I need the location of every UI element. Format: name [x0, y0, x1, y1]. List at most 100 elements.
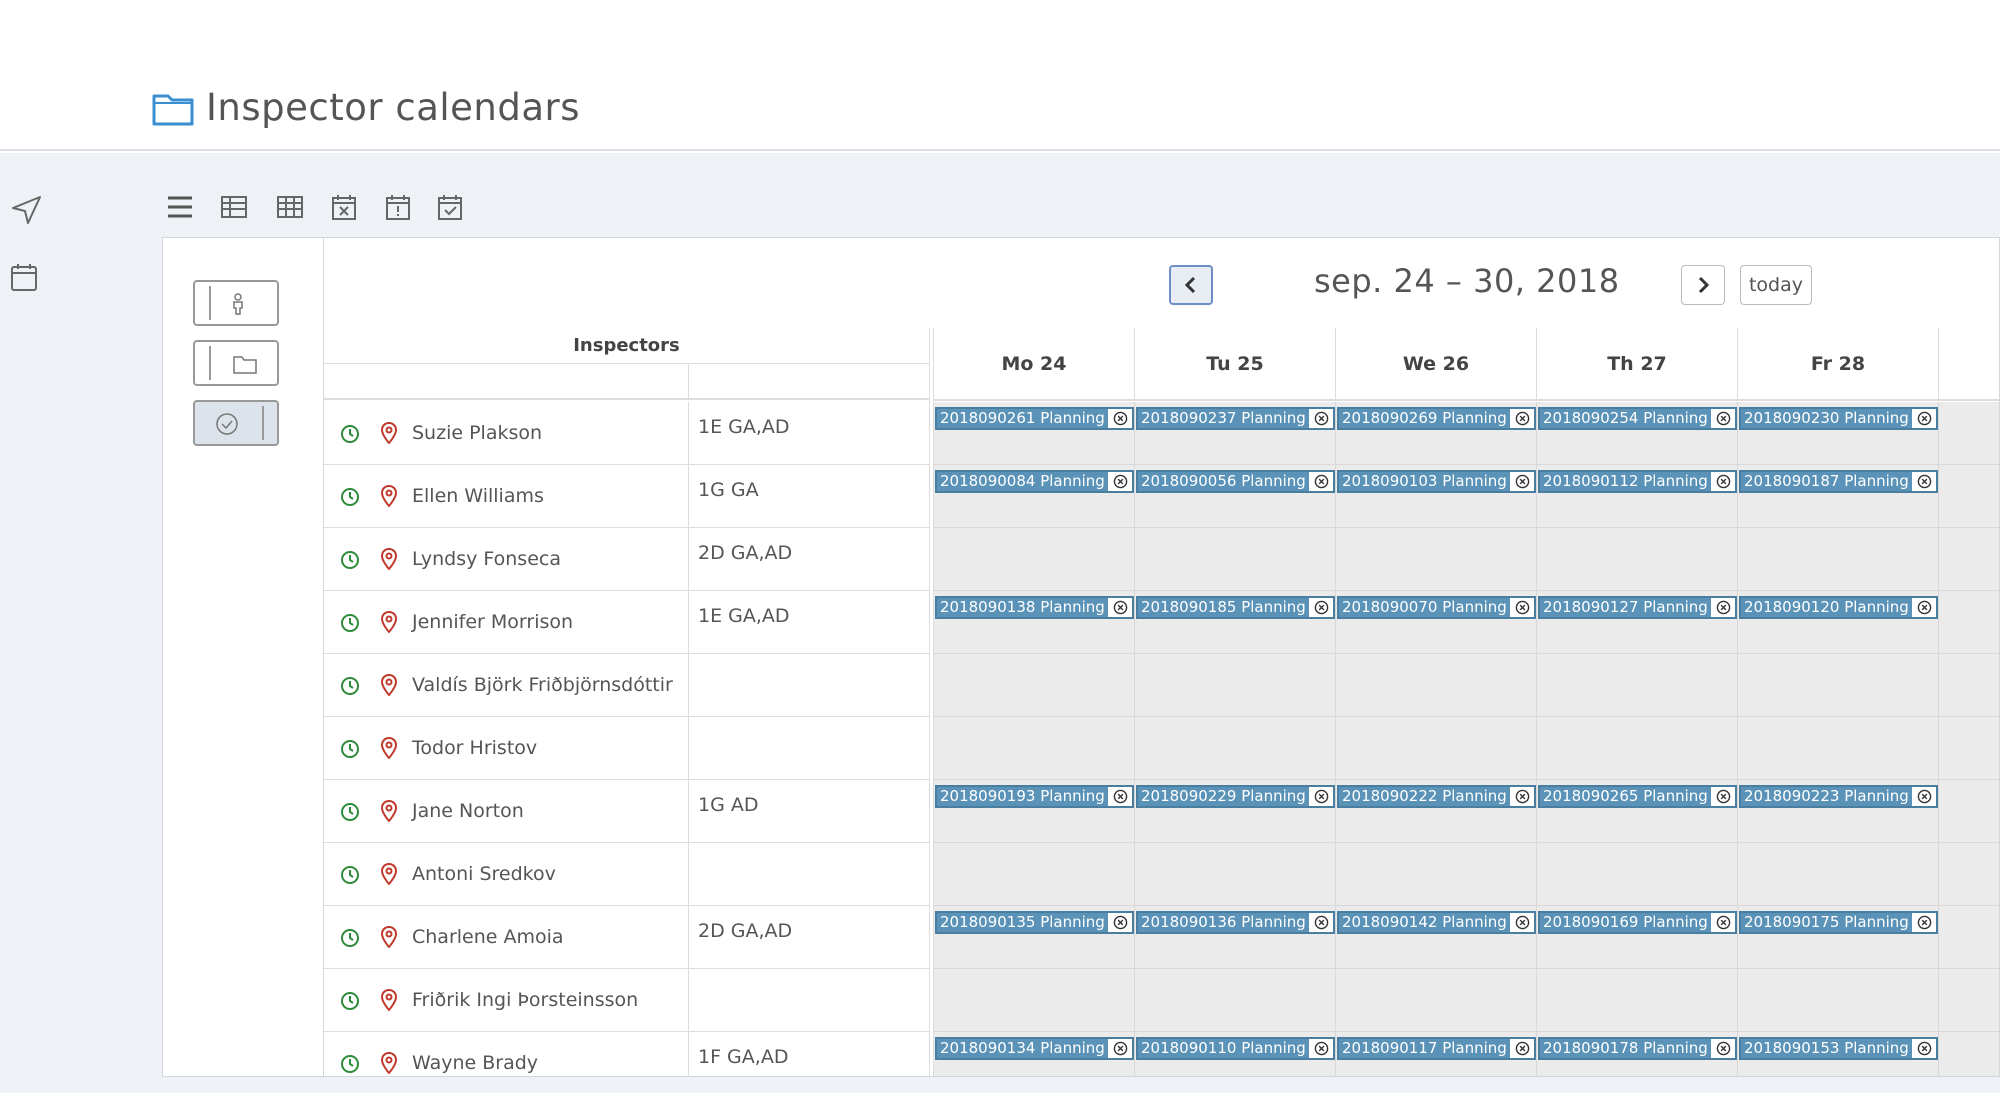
close-circle-icon[interactable] — [1309, 1039, 1333, 1058]
event-chip[interactable]: 2018090127 Planning — [1538, 596, 1737, 619]
day-cell[interactable] — [1738, 843, 1939, 906]
check-filter-toggle[interactable] — [193, 400, 279, 446]
event-chip[interactable]: 2018090153 Planning — [1739, 1037, 1938, 1060]
inspector-row[interactable]: Todor Hristov — [324, 717, 929, 780]
close-circle-icon[interactable] — [1510, 598, 1534, 617]
event-chip[interactable]: 2018090187 Planning — [1739, 470, 1938, 493]
close-circle-icon[interactable] — [1108, 472, 1132, 491]
close-circle-icon[interactable] — [1912, 913, 1936, 932]
column-splitter[interactable] — [929, 328, 934, 1076]
event-chip[interactable]: 2018090237 Planning — [1136, 407, 1335, 430]
event-chip[interactable]: 2018090110 Planning — [1136, 1037, 1335, 1060]
close-circle-icon[interactable] — [1711, 472, 1735, 491]
pin-icon[interactable] — [380, 484, 398, 508]
pin-icon[interactable] — [380, 547, 398, 571]
event-chip[interactable]: 2018090103 Planning — [1337, 470, 1536, 493]
close-circle-icon[interactable] — [1711, 787, 1735, 806]
event-chip[interactable]: 2018090134 Planning — [935, 1037, 1134, 1060]
day-cell[interactable] — [1336, 717, 1537, 780]
inspector-row[interactable]: Friðrik Ingi Þorsteinsson — [324, 969, 929, 1032]
pin-icon[interactable] — [380, 673, 398, 697]
day-cell[interactable] — [934, 528, 1135, 591]
day-cell[interactable] — [1537, 654, 1738, 717]
inspector-row[interactable]: Antoni Sredkov — [324, 843, 929, 906]
clock-icon[interactable] — [340, 739, 360, 759]
inspector-row[interactable]: Suzie Plakson 1E GA,AD — [324, 402, 929, 465]
day-cell[interactable] — [1336, 969, 1537, 1032]
close-circle-icon[interactable] — [1510, 472, 1534, 491]
clock-icon[interactable] — [340, 487, 360, 507]
day-cell[interactable] — [1336, 528, 1537, 591]
close-circle-icon[interactable] — [1108, 598, 1132, 617]
clock-icon[interactable] — [340, 424, 360, 444]
event-chip[interactable]: 2018090178 Planning — [1538, 1037, 1737, 1060]
folder-filter-toggle[interactable] — [193, 340, 279, 386]
inspector-filter-toggle[interactable] — [193, 280, 279, 326]
menu-icon[interactable] — [164, 190, 196, 224]
event-chip[interactable]: 2018090175 Planning — [1739, 911, 1938, 934]
event-chip[interactable]: 2018090169 Planning — [1538, 911, 1737, 934]
pin-icon[interactable] — [380, 988, 398, 1012]
close-circle-icon[interactable] — [1912, 598, 1936, 617]
day-cell[interactable] — [934, 717, 1135, 780]
inspector-row[interactable]: Jennifer Morrison 1E GA,AD — [324, 591, 929, 654]
calendar-x-icon[interactable] — [328, 190, 360, 224]
event-chip[interactable]: 2018090223 Planning — [1739, 785, 1938, 808]
close-circle-icon[interactable] — [1309, 787, 1333, 806]
clock-icon[interactable] — [340, 928, 360, 948]
calendar-icon[interactable] — [10, 262, 38, 292]
calendar-alert-icon[interactable] — [382, 190, 414, 224]
day-cell[interactable] — [1135, 654, 1336, 717]
day-cell[interactable] — [1738, 969, 1939, 1032]
day-cell[interactable] — [1738, 654, 1939, 717]
pin-icon[interactable] — [380, 736, 398, 760]
day-cell[interactable] — [1135, 969, 1336, 1032]
day-cell[interactable] — [1537, 969, 1738, 1032]
event-chip[interactable]: 2018090070 Planning — [1337, 596, 1536, 619]
event-chip[interactable]: 2018090261 Planning — [935, 407, 1134, 430]
close-circle-icon[interactable] — [1309, 472, 1333, 491]
day-cell[interactable] — [1336, 654, 1537, 717]
close-circle-icon[interactable] — [1912, 409, 1936, 428]
close-circle-icon[interactable] — [1309, 409, 1333, 428]
close-circle-icon[interactable] — [1711, 409, 1735, 428]
inspector-row[interactable]: Jane Norton 1G AD — [324, 780, 929, 843]
close-circle-icon[interactable] — [1912, 787, 1936, 806]
today-button[interactable]: today — [1740, 265, 1812, 305]
event-chip[interactable]: 2018090142 Planning — [1337, 911, 1536, 934]
day-header[interactable]: Th 27 — [1537, 328, 1738, 401]
grid-icon[interactable] — [274, 190, 306, 224]
day-cell[interactable] — [1738, 528, 1939, 591]
event-chip[interactable]: 2018090222 Planning — [1337, 785, 1536, 808]
close-circle-icon[interactable] — [1108, 409, 1132, 428]
day-cell[interactable] — [1135, 843, 1336, 906]
clock-icon[interactable] — [340, 676, 360, 696]
day-cell[interactable] — [1537, 843, 1738, 906]
inspector-row[interactable]: Lyndsy Fonseca 2D GA,AD — [324, 528, 929, 591]
day-header[interactable]: We 26 — [1336, 328, 1537, 401]
close-circle-icon[interactable] — [1711, 598, 1735, 617]
inspector-row[interactable]: Ellen Williams 1G GA — [324, 465, 929, 528]
pin-icon[interactable] — [380, 925, 398, 949]
close-circle-icon[interactable] — [1510, 409, 1534, 428]
next-week-button[interactable] — [1681, 265, 1725, 305]
send-icon[interactable] — [10, 194, 42, 226]
calendar-check-icon[interactable] — [434, 190, 466, 224]
day-cell[interactable] — [1537, 528, 1738, 591]
clock-icon[interactable] — [340, 613, 360, 633]
event-chip[interactable]: 2018090136 Planning — [1136, 911, 1335, 934]
event-chip[interactable]: 2018090084 Planning — [935, 470, 1134, 493]
clock-icon[interactable] — [340, 991, 360, 1011]
close-circle-icon[interactable] — [1108, 787, 1132, 806]
day-header[interactable]: Tu 25 — [1135, 328, 1336, 401]
pin-icon[interactable] — [380, 862, 398, 886]
clock-icon[interactable] — [340, 802, 360, 822]
pin-icon[interactable] — [380, 799, 398, 823]
close-circle-icon[interactable] — [1510, 1039, 1534, 1058]
event-chip[interactable]: 2018090117 Planning — [1337, 1037, 1536, 1060]
day-cell[interactable] — [934, 843, 1135, 906]
day-cell[interactable] — [1537, 717, 1738, 780]
clock-icon[interactable] — [340, 1054, 360, 1074]
pin-icon[interactable] — [380, 610, 398, 634]
close-circle-icon[interactable] — [1510, 913, 1534, 932]
